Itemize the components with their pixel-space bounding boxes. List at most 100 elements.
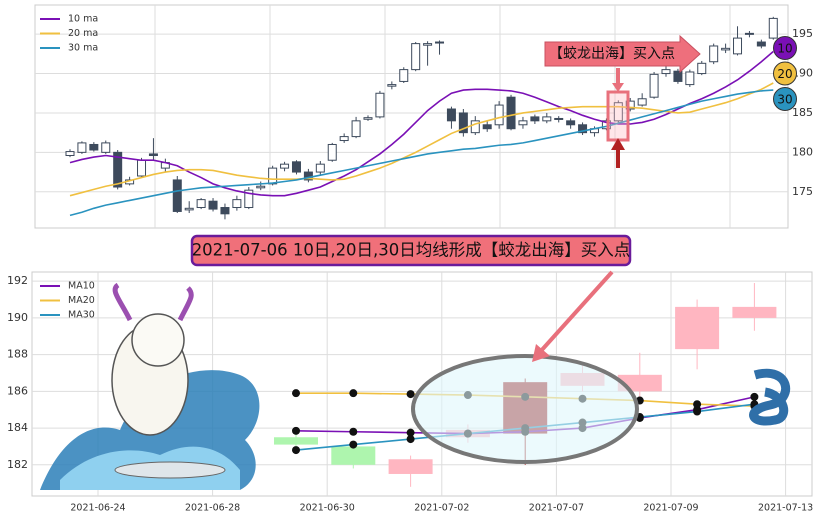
candle-body bbox=[613, 102, 623, 122]
candle-body bbox=[675, 306, 720, 350]
candle-body bbox=[637, 98, 647, 106]
candle-body bbox=[274, 437, 318, 445]
candle-body bbox=[101, 142, 111, 153]
candle-body bbox=[113, 151, 123, 188]
ma-point bbox=[693, 400, 702, 409]
candle-body bbox=[172, 179, 182, 212]
candle-body bbox=[196, 199, 206, 209]
candle-body bbox=[137, 159, 147, 177]
y-tick-label: 182 bbox=[7, 458, 28, 471]
ma-point bbox=[406, 435, 415, 444]
x-tick-label: 2021-06-24 bbox=[70, 503, 125, 514]
candle-body bbox=[530, 116, 540, 122]
candle-body bbox=[566, 120, 576, 126]
banner-box bbox=[190, 234, 632, 267]
legend-label: MA10 bbox=[68, 281, 95, 292]
y-tick-label: 186 bbox=[7, 384, 28, 397]
candle-body bbox=[220, 207, 230, 215]
candle-body bbox=[388, 459, 433, 474]
legend-label: 20 ma bbox=[68, 28, 98, 39]
candle-body bbox=[363, 117, 373, 120]
candle-body bbox=[518, 120, 528, 126]
candle-body bbox=[578, 124, 588, 134]
candle-body bbox=[542, 116, 552, 122]
y-tick-label: 188 bbox=[7, 348, 28, 361]
candle-body bbox=[673, 70, 683, 82]
candle-body bbox=[446, 108, 456, 122]
ma-badge-label: 20 bbox=[777, 67, 792, 81]
ma-point bbox=[406, 428, 415, 437]
candle-body bbox=[268, 167, 278, 185]
candle-body bbox=[244, 189, 254, 209]
ma-badge bbox=[773, 36, 797, 60]
candle-body bbox=[685, 71, 695, 86]
candle-body bbox=[280, 163, 290, 169]
candle-body bbox=[661, 69, 671, 75]
candle-body bbox=[458, 112, 468, 134]
x-tick-label: 2021-07-02 bbox=[414, 503, 469, 514]
top-plot-area bbox=[34, 4, 789, 229]
banner-title: 2021-07-06 10日,20日,30日均线形成【蛟龙出海】买入点 bbox=[192, 241, 631, 260]
candle-body bbox=[756, 41, 766, 47]
ma-badge-label: 30 bbox=[777, 93, 792, 107]
up-arrow-head bbox=[611, 138, 625, 150]
candle-body bbox=[327, 143, 337, 161]
candle-body bbox=[331, 446, 376, 465]
ma-badge bbox=[773, 87, 797, 111]
legend-label: 10 ma bbox=[68, 14, 98, 25]
ma-point bbox=[349, 427, 358, 436]
dragon-horns bbox=[112, 282, 194, 322]
dog-head bbox=[131, 313, 185, 367]
legend-label: 30 ma bbox=[68, 43, 98, 54]
candle-body bbox=[339, 136, 349, 142]
candle-body bbox=[291, 161, 301, 173]
candle-body bbox=[232, 199, 242, 209]
candle-body bbox=[184, 207, 194, 211]
candle-body bbox=[387, 84, 397, 87]
ma-point bbox=[750, 392, 759, 401]
candle-body bbox=[77, 142, 87, 153]
candle-body bbox=[625, 100, 635, 110]
x-tick-label: 2021-07-13 bbox=[758, 503, 813, 514]
y-tick-label: 192 bbox=[7, 274, 28, 287]
ma-badge-label: 10 bbox=[777, 42, 792, 56]
legend-label: MA20 bbox=[68, 295, 95, 306]
annotation-box bbox=[544, 34, 701, 74]
y-tick-label: 180 bbox=[792, 145, 813, 158]
overlay: 【蛟龙出海】买入点 2021-07-06 10日,20日,30日均线形成【蛟龙出… bbox=[40, 34, 797, 490]
legend-label: MA30 bbox=[68, 310, 95, 321]
candle-body bbox=[208, 200, 218, 210]
ma-point bbox=[406, 390, 415, 399]
candle-body bbox=[375, 92, 385, 118]
candle-body bbox=[721, 47, 731, 51]
candle-body bbox=[732, 306, 777, 318]
candle-body bbox=[709, 45, 719, 63]
candle-body bbox=[649, 73, 659, 98]
y-tick-label: 185 bbox=[792, 106, 813, 119]
ma-point bbox=[292, 426, 300, 435]
candle-body bbox=[697, 62, 707, 75]
ma-line bbox=[69, 50, 774, 197]
candle-body bbox=[554, 117, 564, 120]
candle-body bbox=[89, 143, 99, 151]
candle-body bbox=[411, 43, 421, 71]
candle-body bbox=[256, 185, 266, 189]
x-tick-label: 2021-06-30 bbox=[300, 503, 355, 514]
pointer-arrow bbox=[538, 270, 614, 354]
candle-body bbox=[470, 120, 480, 134]
candle-body bbox=[423, 43, 433, 46]
y-tick-label: 190 bbox=[792, 67, 813, 80]
highlight-ellipse bbox=[411, 354, 639, 464]
ma-point bbox=[349, 440, 358, 449]
ma-badge bbox=[773, 61, 797, 86]
x-tick-label: 2021-07-09 bbox=[643, 503, 698, 514]
highlight-box bbox=[606, 90, 630, 142]
x-tick-label: 2021-06-28 bbox=[185, 503, 240, 514]
down-arrow-head bbox=[612, 83, 624, 92]
y-tick-label: 184 bbox=[7, 421, 28, 434]
candle-body bbox=[494, 104, 504, 126]
ma-point bbox=[292, 446, 300, 455]
ma-line bbox=[69, 89, 774, 217]
y-tick-label: 175 bbox=[792, 185, 813, 198]
